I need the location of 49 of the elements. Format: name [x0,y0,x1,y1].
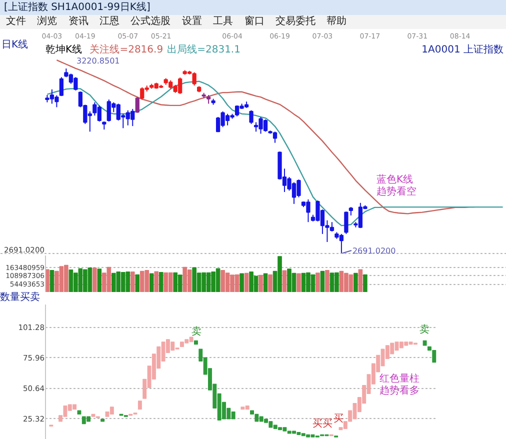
bar [130,272,135,292]
bar [358,269,363,292]
bar [258,274,263,292]
chart-title: 数量买卖 [0,292,40,304]
annotation: 红色量柱 [380,372,420,384]
bar [158,272,164,292]
annotation: 2691.0200 [352,246,396,256]
candlestick [59,76,64,97]
bar [240,273,244,292]
text: 1A0001 上证指数 [422,44,504,56]
chart-title: [上证指数 SH1A0001-99日K线] [4,0,150,15]
bar [354,272,358,292]
bar [268,274,272,292]
annotation: 卖 [192,326,202,338]
text: 3220.8501 [76,56,120,66]
candlestick [344,211,348,234]
legend-title: 乾坤K线 [46,44,82,56]
bar [316,272,320,292]
series-label: 关注线=2816.9 [90,44,164,56]
annotation: 趋势看多 [380,384,420,396]
bar [154,271,159,292]
bar [46,269,50,292]
bar [325,270,330,292]
annotation: 蓝色K线 [376,174,414,186]
bar [138,400,142,410]
annotation: 买 [334,414,344,424]
bar [263,273,268,292]
bar [135,274,140,292]
annotation: 趋势看空 [376,186,416,198]
text: 出局线=2831.1 [167,44,240,56]
annotation: 买买 [312,418,332,430]
annotation: 卖 [420,324,430,336]
bar [244,272,249,292]
chart-subtitle: 文件 浏览 资讯 江恩 公式选股 设置 工具 窗口 交易委托 帮助 [6,15,347,29]
bar [320,270,325,292]
bar [363,274,368,292]
bar [97,268,102,292]
bar [282,270,287,292]
bar [194,340,198,345]
bar [149,273,154,292]
candlestick [249,110,254,124]
bar [100,418,105,422]
bar [50,270,54,292]
bar [422,340,427,346]
candlestick [135,96,140,114]
bar [77,410,82,414]
text: 日K线 [2,38,28,50]
bar [296,273,301,292]
bar [92,268,97,292]
